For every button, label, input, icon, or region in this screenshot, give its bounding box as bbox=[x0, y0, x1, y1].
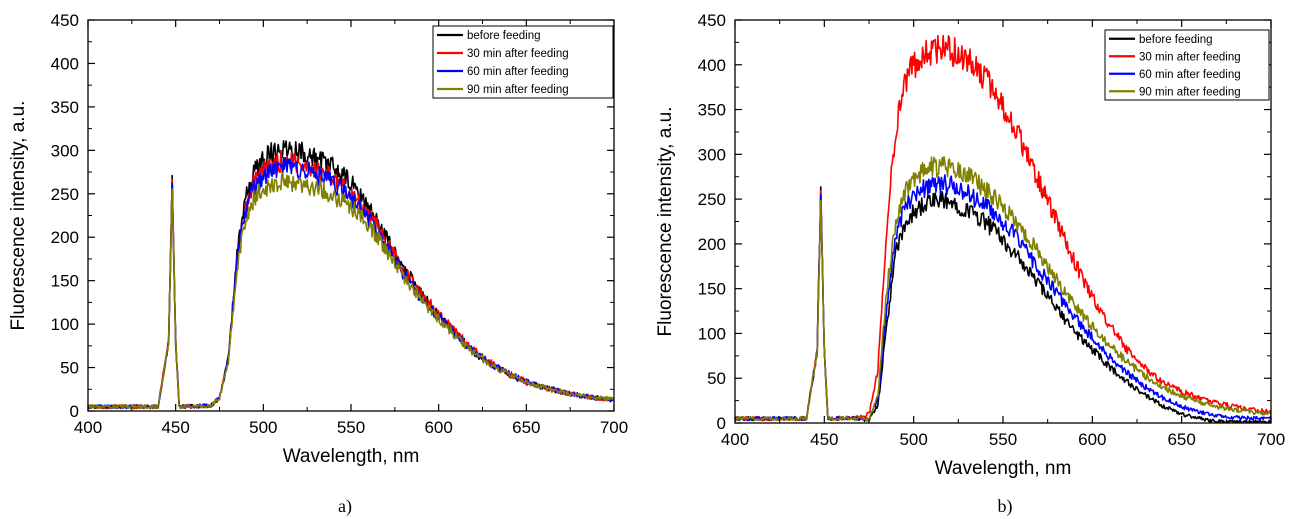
y-tick-label: 100 bbox=[698, 324, 726, 343]
x-tick-label: 450 bbox=[161, 418, 189, 437]
legend-label: before feeding bbox=[467, 30, 541, 42]
series-line-4 bbox=[88, 172, 614, 410]
legend-label: 30 min after feeding bbox=[1139, 51, 1241, 63]
y-tick-label: 150 bbox=[698, 280, 726, 299]
x-tick-label: 650 bbox=[512, 418, 540, 437]
x-tick-label: 650 bbox=[1167, 430, 1195, 449]
y-tick-label: 350 bbox=[698, 101, 726, 120]
x-tick-label: 700 bbox=[1257, 430, 1285, 449]
legend: before feeding 30 min after feeding 60 min… bbox=[432, 25, 614, 99]
legend-label: before feeding bbox=[1139, 34, 1213, 46]
series-line-3 bbox=[88, 156, 614, 410]
y-axis-title: Fluorescence intensity, a.u. bbox=[8, 101, 29, 331]
x-tick-label: 400 bbox=[721, 430, 749, 449]
legend: before feeding 30 min after feeding 60 min… bbox=[1104, 29, 1270, 101]
y-tick-label: 100 bbox=[51, 315, 79, 334]
x-tick-label: 550 bbox=[337, 418, 365, 437]
x-tick-label: 450 bbox=[810, 430, 838, 449]
y-tick-label: 50 bbox=[707, 369, 726, 388]
x-tick-label: 400 bbox=[74, 418, 102, 437]
y-tick-label: 450 bbox=[51, 11, 79, 30]
x-tick-label: 700 bbox=[600, 418, 628, 437]
y-axis-title: Fluorescence intensity, a.u. bbox=[655, 107, 676, 337]
legend-label: 60 min after feeding bbox=[1139, 69, 1241, 81]
series-group bbox=[735, 34, 1271, 423]
panel-caption: b) bbox=[998, 496, 1013, 517]
x-tick-label: 600 bbox=[1078, 430, 1106, 449]
y-tick-label: 350 bbox=[51, 98, 79, 117]
x-axis-title: Wavelength, nm bbox=[283, 446, 420, 467]
y-tick-label: 150 bbox=[51, 272, 79, 291]
series-line-2 bbox=[88, 150, 614, 410]
chart-panel-a: 400 450 500 550 600 650 700 0 50 100 150 200 250 300 3… bbox=[8, 11, 628, 517]
legend-label: 30 min after feeding bbox=[467, 48, 569, 60]
legend-label: 90 min after feeding bbox=[467, 84, 569, 96]
series-line-1 bbox=[735, 186, 1271, 423]
y-tick-label: 0 bbox=[70, 402, 79, 421]
y-tick-label: 400 bbox=[698, 56, 726, 75]
x-tick-label: 600 bbox=[424, 418, 452, 437]
chart-panel-b: 400 450 500 550 600 650 700 0 50 100 150 200 250 300 3… bbox=[655, 11, 1285, 517]
x-tick-label: 550 bbox=[989, 430, 1017, 449]
x-axis-title: Wavelength, nm bbox=[935, 458, 1072, 479]
legend-label: 90 min after feeding bbox=[1139, 86, 1241, 98]
y-tick-label: 450 bbox=[698, 11, 726, 30]
legend-label: 60 min after feeding bbox=[467, 66, 569, 78]
x-tick-label: 500 bbox=[249, 418, 277, 437]
x-tick-label: 500 bbox=[899, 430, 927, 449]
series-line-1 bbox=[88, 139, 614, 410]
y-tick-label: 200 bbox=[698, 235, 726, 254]
y-tick-label: 0 bbox=[717, 414, 726, 433]
y-tick-label: 50 bbox=[60, 359, 79, 378]
y-tick-label: 300 bbox=[51, 141, 79, 160]
panel-caption: a) bbox=[338, 496, 352, 517]
series-group bbox=[88, 139, 614, 410]
y-tick-label: 400 bbox=[51, 54, 79, 73]
y-tick-label: 250 bbox=[51, 185, 79, 204]
y-tick-label: 250 bbox=[698, 190, 726, 209]
series-line-4 bbox=[735, 155, 1271, 423]
y-tick-label: 300 bbox=[698, 145, 726, 164]
y-tick-label: 200 bbox=[51, 228, 79, 247]
